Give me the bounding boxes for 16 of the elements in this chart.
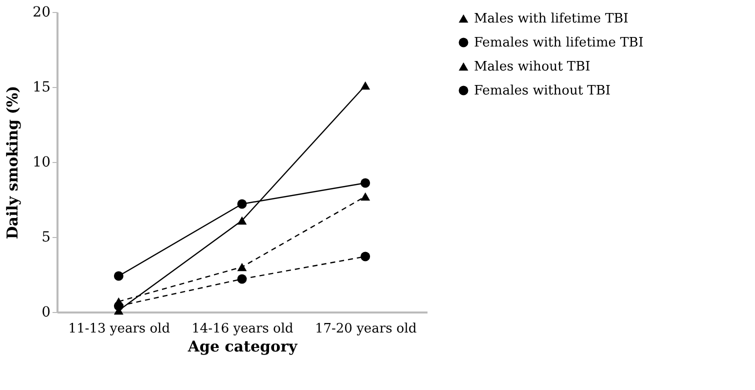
point [360,192,370,201]
legend-label: Females with lifetime TBI [474,36,644,50]
legend-label: Males with lifetime TBI [474,12,628,26]
legend-label: Males wihout TBI [474,60,590,74]
y-tick-label: 20 [32,4,50,20]
y-axis-title: Daily smoking (%) [4,86,22,240]
x-axis-title: Age category [186,338,298,356]
y-tick-label: 5 [42,230,50,246]
x-tick-label: 11-13 years old [68,322,170,336]
y-tick-label: 15 [32,80,50,96]
y-tick-label: 10 [32,154,50,170]
x-tick-label: 17-20 years old [314,322,417,336]
x-tick-label: 14-16 years old [192,322,294,336]
legend-label: Females without TBI [474,84,611,98]
y-tick-label: 0 [42,304,50,320]
point [360,252,370,262]
